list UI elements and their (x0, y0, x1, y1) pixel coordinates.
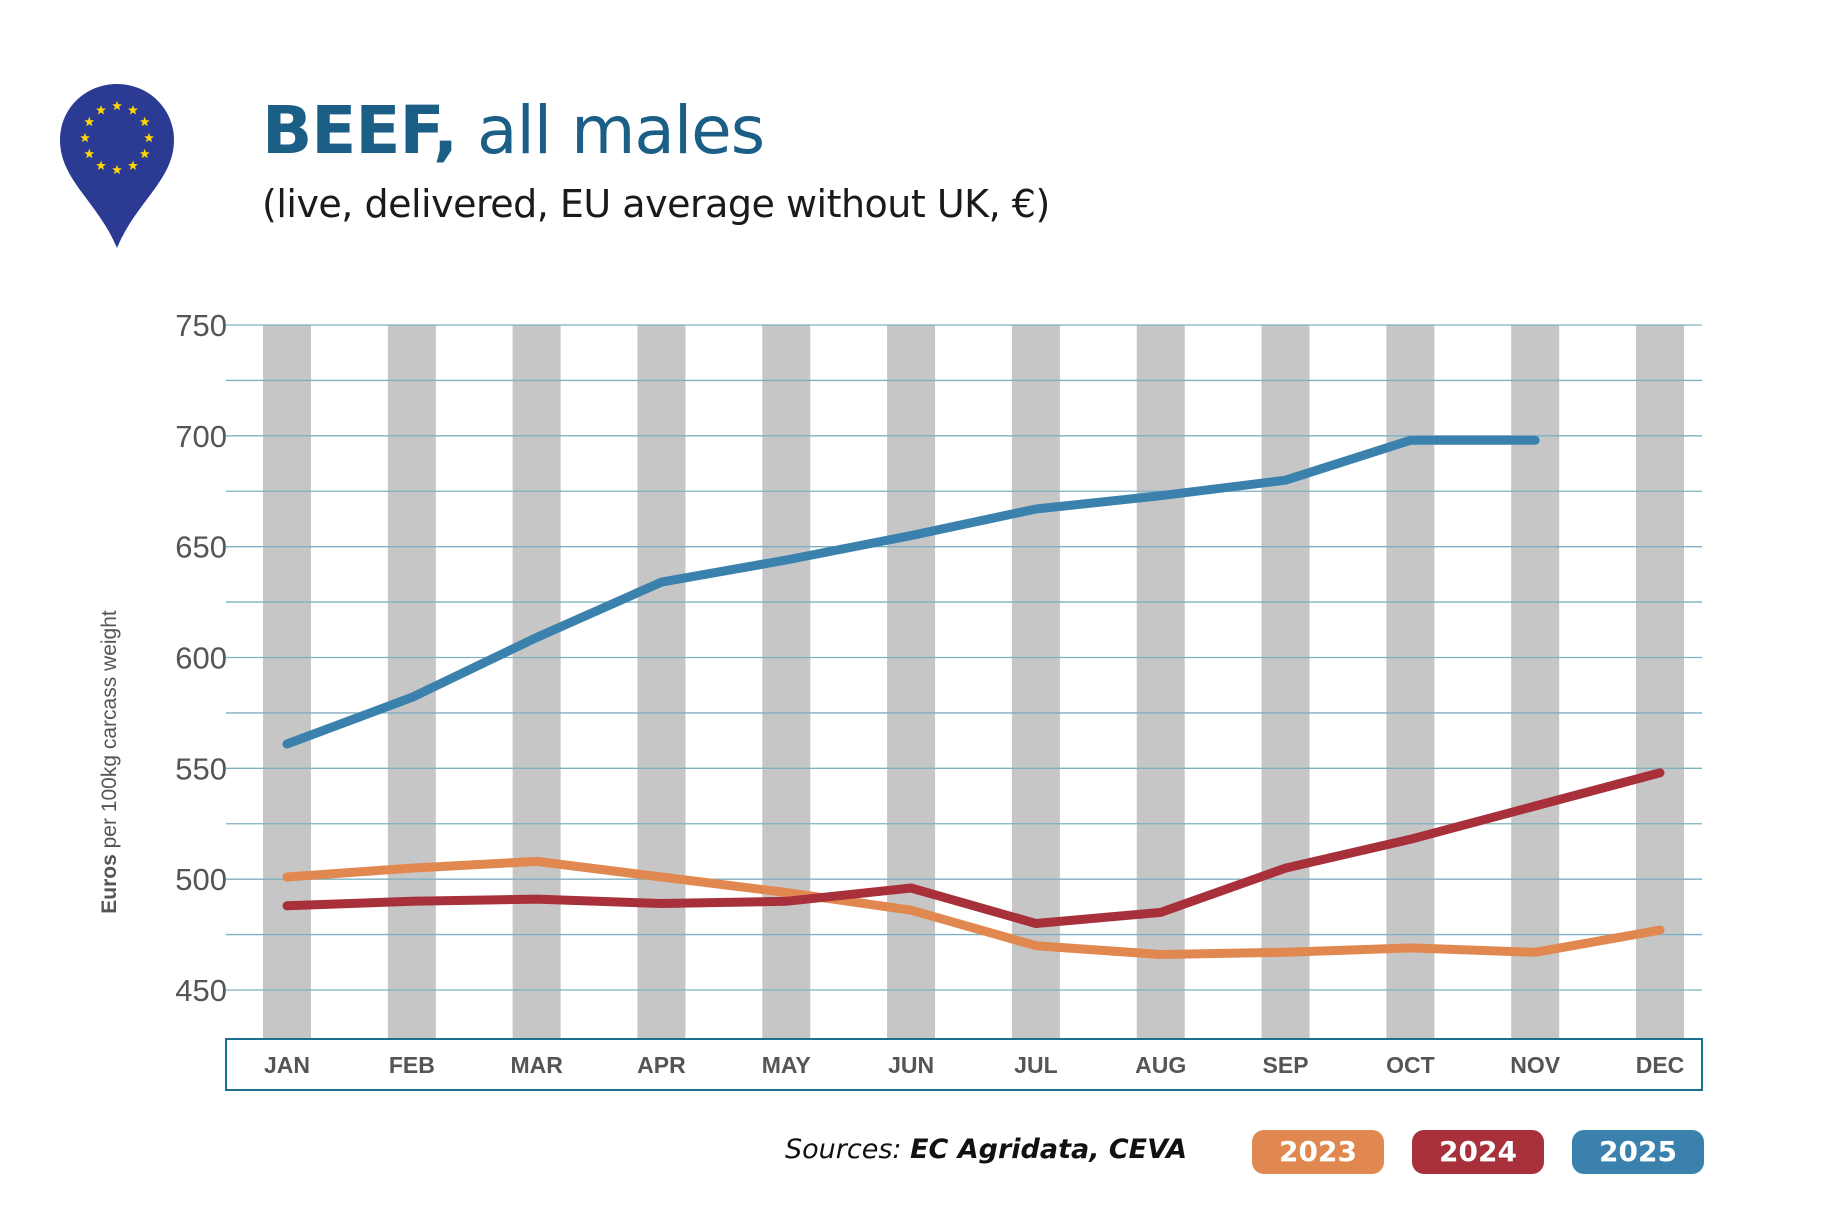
y-tick-label: 550 (175, 751, 227, 786)
x-tick-label: NOV (1510, 1052, 1561, 1078)
x-tick-label: AUG (1135, 1052, 1186, 1078)
eu-star-icon (139, 148, 150, 159)
y-tick-label: 650 (175, 530, 227, 565)
month-band (887, 325, 936, 1039)
x-tick-label: FEB (389, 1052, 435, 1078)
series-line-2024 (282, 768, 1665, 928)
eu-star-icon (80, 132, 90, 143)
month-band (1261, 325, 1310, 1039)
y-tick-labels: 450 500 550 600 650 700 750 (175, 308, 227, 1008)
month-band (1386, 325, 1435, 1039)
sources-value: EC Agridata, CEVA (910, 1134, 1188, 1165)
eu-star-icon (128, 160, 138, 170)
month-band (512, 325, 561, 1039)
eu-star-icon (139, 116, 150, 127)
title-rest: all males (457, 92, 765, 169)
page-subtitle: (live, delivered, EU average without UK,… (262, 182, 1050, 226)
series-lines (282, 435, 1665, 959)
y-tick-label: 450 (175, 973, 227, 1008)
eu-star-icon (84, 116, 95, 127)
y-tick-label: 700 (175, 419, 227, 454)
eu-star-icon (84, 148, 95, 159)
eu-star-icon (96, 160, 106, 170)
month-band (263, 325, 311, 1039)
x-tick-labels: JAN FEB MAR APR MAY JUN JUL AUG SEP OCT NOV DEC (264, 1052, 1684, 1078)
x-tick-label: JUN (888, 1052, 934, 1078)
y-tick-label: 600 (175, 641, 227, 676)
legend-item-2025: 2025 (1572, 1130, 1704, 1174)
x-tick-label: OCT (1386, 1052, 1435, 1078)
month-bands (263, 325, 1684, 1039)
gridlines (226, 324, 1702, 991)
y-axis-label-rest: per 100kg carcass weight (98, 610, 121, 854)
series-line-2025 (282, 435, 1540, 749)
page-title: BEEF, all males (262, 98, 765, 164)
month-band (1136, 325, 1185, 1039)
x-tick-label: JAN (264, 1052, 310, 1078)
x-tick-label: APR (637, 1052, 686, 1078)
month-band (1011, 325, 1060, 1039)
y-axis-label-bold: Euros (98, 854, 121, 914)
x-tick-label: JUL (1014, 1052, 1057, 1078)
eu-star-icon (128, 105, 138, 115)
y-axis-label: Euros per 100kg carcass weight (98, 610, 121, 914)
month-band (762, 325, 811, 1039)
eu-star-icon (112, 164, 122, 175)
y-tick-label: 500 (175, 862, 227, 897)
sources-note: Sources: EC Agridata, CEVA (785, 1134, 1187, 1165)
month-band (637, 325, 686, 1039)
x-tick-label: SEP (1263, 1052, 1309, 1078)
x-tick-label: MAR (510, 1052, 563, 1078)
x-axis-frame (225, 1038, 1703, 1091)
y-tick-label: 750 (175, 308, 227, 343)
sources-label: Sources: (785, 1134, 911, 1165)
eu-star-icon (96, 105, 106, 115)
series-line-2023 (282, 856, 1665, 959)
eu-flag-map-pin-icon (60, 84, 174, 248)
month-band (1511, 325, 1560, 1039)
legend-item-2023: 2023 (1252, 1130, 1384, 1174)
title-bold: BEEF, (262, 92, 458, 169)
legend-item-2024: 2024 (1412, 1130, 1544, 1174)
x-tick-label: MAY (762, 1052, 811, 1078)
month-band (387, 325, 436, 1039)
month-band (1636, 325, 1684, 1039)
eu-star-icon (112, 100, 122, 111)
x-tick-label: DEC (1636, 1052, 1685, 1078)
eu-star-icon (144, 132, 154, 143)
